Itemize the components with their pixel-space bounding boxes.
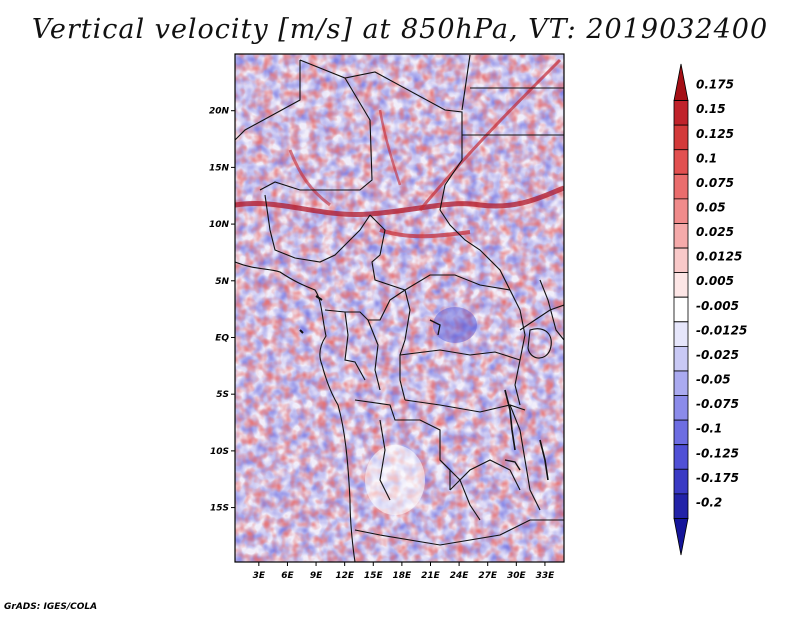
lat-label: 5S xyxy=(216,390,229,400)
colorbar-label: -0.075 xyxy=(696,397,739,411)
lat-label: 10N xyxy=(209,220,230,230)
country-borders xyxy=(235,54,564,562)
colorbar-segment xyxy=(673,124,689,151)
colorbar-label: -0.125 xyxy=(696,446,739,460)
colorbar-segment xyxy=(673,395,689,421)
lat-label: 10S xyxy=(210,447,229,457)
lon-label: 30E xyxy=(507,571,527,581)
velocity-field xyxy=(235,54,564,562)
longitude-axis: 3E 6E 9E 12E 15E 18E 21E 24E 27E 30E 33E xyxy=(253,562,555,581)
colorbar-segment xyxy=(673,468,689,495)
colorbar-segment xyxy=(673,247,689,274)
colorbar: 0.175 0.15 0.125 0.1 0.075 0.05 0.025 0.0125 0.0… xyxy=(673,63,747,556)
colorbar-label: 0.1 xyxy=(696,151,717,165)
colorbar-label: 0.05 xyxy=(696,200,726,214)
lat-label: 5N xyxy=(215,277,229,287)
colorbar-segment xyxy=(673,223,689,249)
latitude-axis: 20N 15N 10N 5N EQ 5S 10S 15S xyxy=(209,107,235,514)
colorbar-segment xyxy=(673,345,689,372)
colorbar-segment xyxy=(673,370,689,396)
colorbar-label: -0.0125 xyxy=(696,323,747,337)
map-frame xyxy=(234,53,565,563)
colorbar-label: 0.0125 xyxy=(696,250,742,264)
lat-label: 15N xyxy=(209,163,230,173)
map-title: Vertical velocity [m/s] at 850hPa, VT: 2… xyxy=(31,14,769,45)
colorbar-segment xyxy=(673,321,689,347)
lat-label: EQ xyxy=(215,333,229,343)
colorbar-label: -0.025 xyxy=(696,348,739,362)
colorbar-segment xyxy=(673,198,689,224)
lon-label: 3E xyxy=(253,571,266,581)
colorbar-segment xyxy=(673,296,689,323)
colorbar-label: 0.025 xyxy=(696,225,734,239)
lat-label: 20N xyxy=(209,107,230,117)
grads-credit: GrADS: IGES/COLA xyxy=(4,602,98,612)
colorbar-label: -0.1 xyxy=(696,422,722,436)
colorbar-label: -0.175 xyxy=(696,471,739,485)
lat-label: 15S xyxy=(210,504,229,514)
lon-label: 33E xyxy=(536,571,556,581)
lon-label: 27E xyxy=(478,571,498,581)
colorbar-segment xyxy=(673,173,689,200)
colorbar-label: -0.005 xyxy=(696,299,739,313)
lon-label: 9E xyxy=(310,571,323,581)
colorbar-label: 0.075 xyxy=(696,176,734,190)
colorbar-segment xyxy=(673,100,689,126)
colorbar-label: 0.15 xyxy=(696,102,726,116)
lon-label: 18E xyxy=(393,571,413,581)
colorbar-segment xyxy=(673,419,689,446)
lon-label: 15E xyxy=(364,571,384,581)
colorbar-label: -0.2 xyxy=(696,495,722,509)
colorbar-segment xyxy=(673,493,689,519)
colorbar-label: 0.125 xyxy=(696,127,734,141)
lon-label: 6E xyxy=(281,571,294,581)
colorbar-label: -0.05 xyxy=(696,373,731,387)
colorbar-segment xyxy=(673,63,689,101)
lon-label: 12E xyxy=(335,571,355,581)
colorbar-segment xyxy=(673,272,689,298)
colorbar-label: 0.005 xyxy=(696,274,734,288)
lon-label: 21E xyxy=(421,571,441,581)
colorbar-label: 0.175 xyxy=(696,78,734,92)
colorbar-segment xyxy=(673,149,689,175)
colorbar-segment xyxy=(673,518,689,556)
colorbar-segment xyxy=(673,444,689,470)
lon-label: 24E xyxy=(450,571,470,581)
